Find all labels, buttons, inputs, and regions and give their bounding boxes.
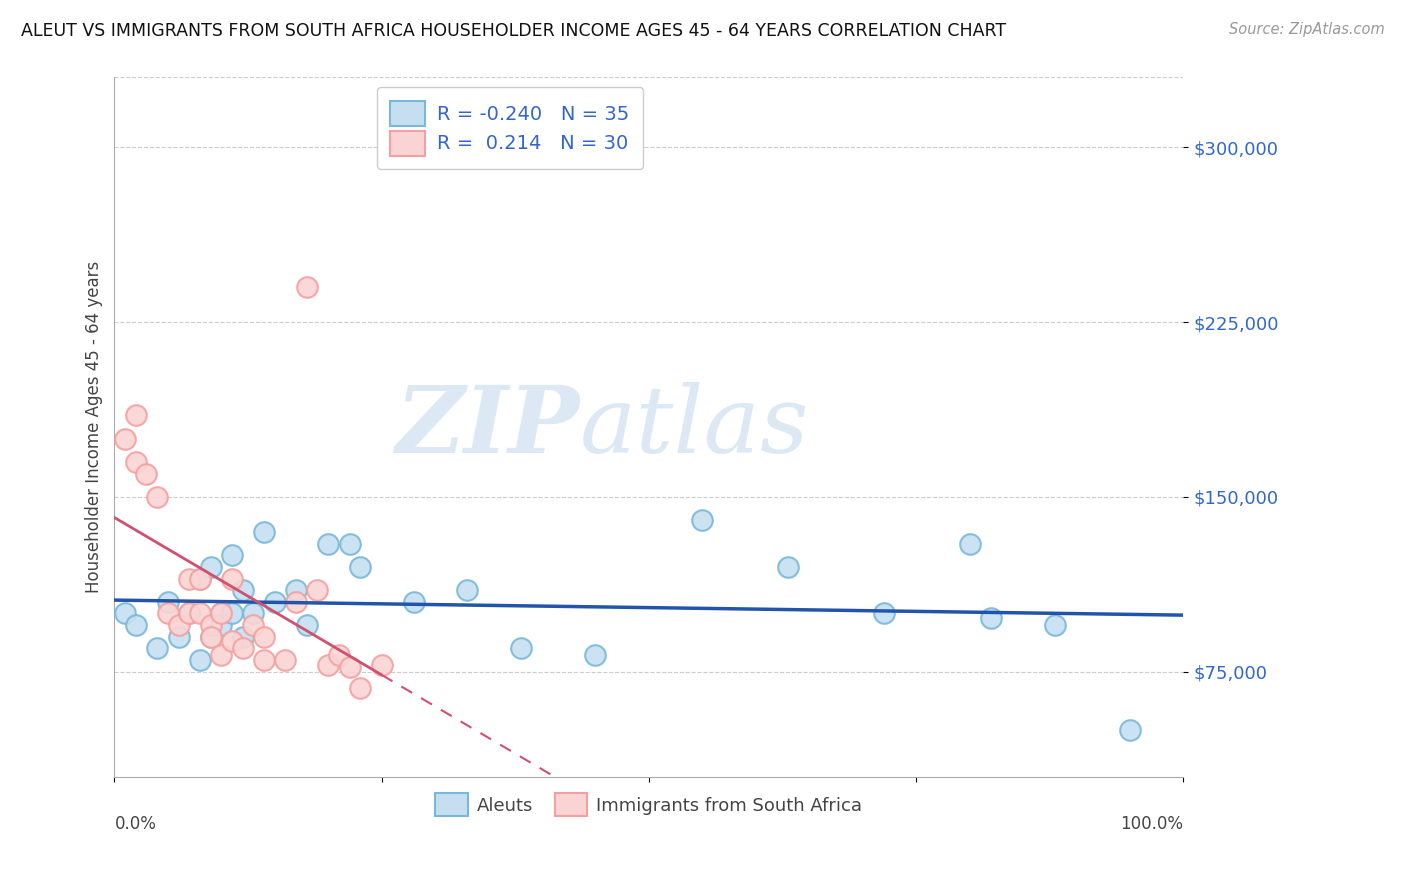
Point: [200, 560, 222, 574]
Text: 100.0%: 100.0%: [1121, 815, 1184, 833]
Point: [295, 280, 318, 294]
Point: [114, 607, 136, 621]
Point: [179, 607, 201, 621]
Point: [167, 618, 190, 632]
Point: [232, 641, 254, 656]
Point: [146, 490, 169, 504]
Point: [253, 524, 276, 539]
Point: [179, 607, 201, 621]
Point: [242, 607, 264, 621]
Point: [316, 536, 339, 550]
Point: [221, 548, 243, 562]
Point: [200, 630, 222, 644]
Point: [349, 681, 371, 695]
Point: [402, 595, 425, 609]
Point: [221, 572, 243, 586]
Point: [980, 611, 1002, 625]
Point: [456, 583, 478, 598]
Point: [146, 641, 169, 656]
Point: [167, 630, 190, 644]
Point: [135, 467, 157, 481]
Point: [328, 648, 350, 663]
Point: [316, 657, 339, 672]
Y-axis label: Householder Income Ages 45 - 64 years: Householder Income Ages 45 - 64 years: [86, 260, 103, 593]
Point: [179, 572, 201, 586]
Text: ZIP: ZIP: [395, 382, 579, 472]
Text: ALEUT VS IMMIGRANTS FROM SOUTH AFRICA HOUSEHOLDER INCOME AGES 45 - 64 YEARS CORR: ALEUT VS IMMIGRANTS FROM SOUTH AFRICA HO…: [21, 22, 1007, 40]
Point: [285, 595, 308, 609]
Point: [232, 630, 254, 644]
Point: [188, 572, 211, 586]
Text: atlas: atlas: [579, 382, 808, 472]
Point: [583, 648, 606, 663]
Point: [200, 618, 222, 632]
Text: Source: ZipAtlas.com: Source: ZipAtlas.com: [1229, 22, 1385, 37]
Point: [209, 648, 232, 663]
Point: [221, 607, 243, 621]
Point: [692, 513, 714, 527]
Point: [253, 630, 276, 644]
Point: [285, 583, 308, 598]
Point: [221, 634, 243, 648]
Point: [156, 607, 179, 621]
Point: [253, 653, 276, 667]
Point: [1119, 723, 1142, 737]
Point: [209, 618, 232, 632]
Point: [509, 641, 531, 656]
Point: [776, 560, 799, 574]
Point: [349, 560, 371, 574]
Point: [232, 583, 254, 598]
Legend: Aleuts, Immigrants from South Africa: Aleuts, Immigrants from South Africa: [427, 786, 870, 823]
Point: [114, 432, 136, 446]
Point: [274, 653, 297, 667]
Text: 0.0%: 0.0%: [114, 815, 156, 833]
Point: [295, 618, 318, 632]
Point: [242, 618, 264, 632]
Point: [188, 653, 211, 667]
Point: [1043, 618, 1066, 632]
Point: [209, 607, 232, 621]
Point: [209, 607, 232, 621]
Point: [188, 607, 211, 621]
Point: [370, 657, 392, 672]
Point: [200, 630, 222, 644]
Point: [339, 536, 361, 550]
Point: [156, 595, 179, 609]
Point: [125, 618, 148, 632]
Point: [125, 455, 148, 469]
Point: [959, 536, 981, 550]
Point: [873, 607, 896, 621]
Point: [188, 572, 211, 586]
Point: [263, 595, 285, 609]
Point: [307, 583, 329, 598]
Point: [339, 660, 361, 674]
Point: [125, 409, 148, 423]
